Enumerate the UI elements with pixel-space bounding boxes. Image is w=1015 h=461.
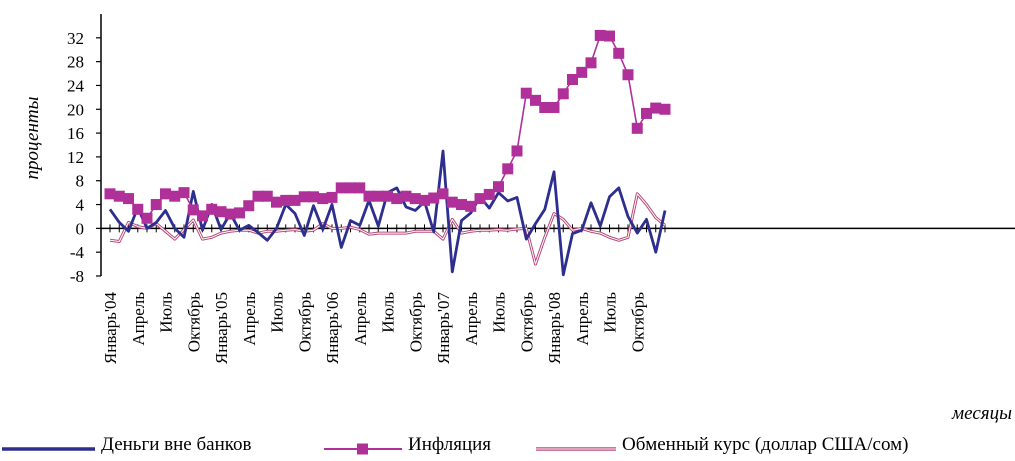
y-axis-title: проценты [22,96,43,179]
x-tick-label: Октябрь [628,292,647,352]
inflation-point [327,192,338,203]
x-tick-label: Июль [601,292,620,333]
inflation-point [558,88,569,99]
inflation-point [493,181,504,192]
inflation-point [586,57,597,68]
y-tick-label: 4 [76,196,85,215]
x-tick-label: Январь'06 [323,292,342,364]
inflation-point [142,213,153,224]
chart: проценты месяцы 32 28 24 20 16 12 8 4 0 -4 -8 Январ… [0,0,1015,430]
x-tick-label: Апрель [573,292,592,346]
legend: Деньги вне банков Инфляция Обменный курс… [0,430,1015,460]
x-tick-label: Октябрь [406,292,425,352]
legend-money-label: Деньги вне банков [101,434,252,456]
legend-exchange-label: Обменный курс (доллар США/сом) [622,434,908,456]
y-tick-label: -4 [70,243,85,262]
legend-item-exchange: Обменный курс (доллар США/сом) [536,430,908,460]
y-tick-label: 20 [67,100,84,119]
y-tick-label: 28 [67,53,84,72]
x-tick-label: Июль [379,292,398,333]
x-tick-label: Июль [490,292,509,333]
x-tick-label: Июль [157,292,176,333]
x-tick-label: Октябрь [184,292,203,352]
legend-exchange-line [536,439,616,451]
inflation-point [179,187,190,198]
x-tick-label: Октябрь [295,292,314,352]
inflation-point [613,48,624,59]
x-tick-label: Апрель [240,292,259,346]
axes: 32 28 24 20 16 12 8 4 0 -4 -8 Январь'04 Апрель Июль Ок… [67,14,1015,364]
inflation-point [660,104,671,115]
x-tick-label: Июль [268,292,287,333]
y-tick-label: -8 [70,267,84,286]
legend-money-line [2,439,95,451]
inflation-point [151,199,162,210]
legend-item-money: Деньги вне банков [2,430,252,460]
inflation-point [243,200,254,211]
x-tick-label: Январь'08 [545,292,564,364]
y-tick-label: 12 [67,148,84,167]
x-tick-label: Апрель [129,292,148,346]
series-group [105,30,671,275]
legend-inflation-label: Инфляция [408,434,491,456]
inflation-point [623,69,634,80]
x-tick-label: Октябрь [517,292,536,352]
x-tick-label: Январь'04 [101,292,120,365]
legend-inflation-line [324,439,402,451]
x-axis-title: месяцы [951,403,1012,424]
legend-item-inflation: Инфляция [324,430,491,460]
x-tick-label: Апрель [351,292,370,346]
y-tick-label: 32 [67,29,84,48]
inflation-point [502,163,513,174]
inflation-point [549,102,560,113]
inflation-point [123,193,134,204]
y-tick-label: 8 [76,172,85,191]
inflation-point [632,123,643,134]
inflation-point [512,145,523,156]
y-tick-label: 24 [67,76,85,95]
inflation-point [604,31,615,42]
y-tick-label: 16 [67,124,84,143]
y-tick-label: 0 [76,219,85,238]
x-tick-label: Апрель [462,292,481,346]
inflation-point [576,67,587,78]
x-tick-label: Январь'07 [434,292,453,365]
x-tick-label: Январь'05 [212,292,231,364]
